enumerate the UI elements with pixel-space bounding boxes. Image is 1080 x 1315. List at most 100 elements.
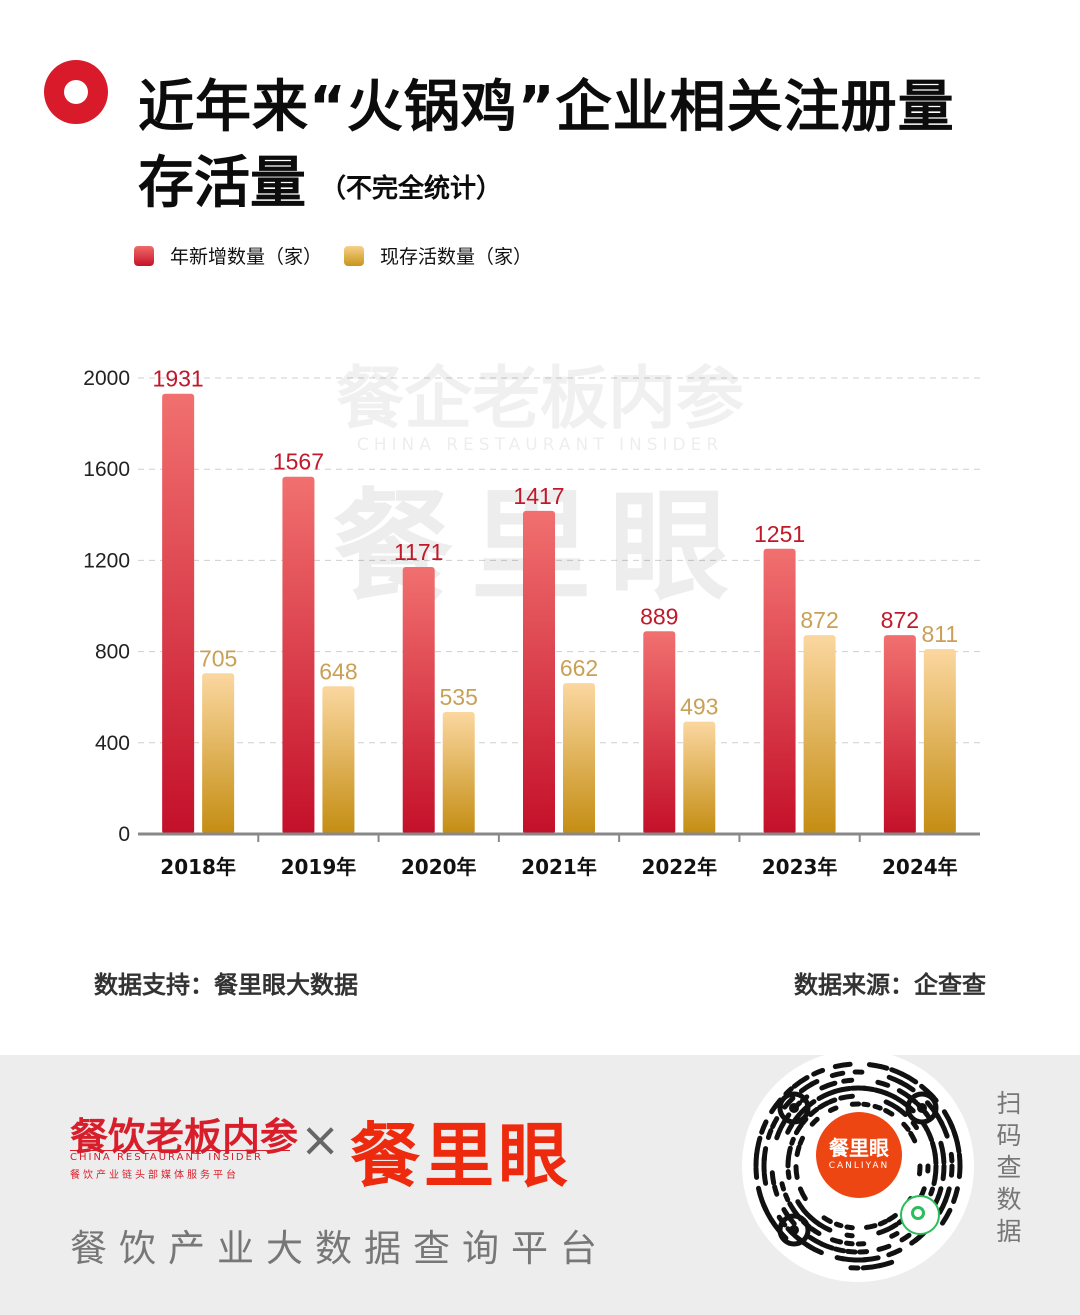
qr-segment (808, 1079, 820, 1088)
qr-segment (935, 1186, 944, 1201)
qr-center-cn: 餐里眼 (829, 1136, 889, 1160)
qr-segment (817, 1100, 831, 1110)
qr-segment (756, 1185, 765, 1203)
x-tick-label: 2019年 (281, 855, 357, 879)
title-circle-icon (44, 60, 108, 124)
legend-swatch-gold (344, 245, 365, 266)
legend-label-new: 年新增数量（家） (170, 246, 323, 268)
qr-segment (875, 1079, 891, 1088)
qr-segment (899, 1232, 912, 1243)
y-tick-label: 1600 (83, 458, 130, 481)
brand-tagline: 餐饮产业链头部媒体服务平台 (70, 1170, 239, 1181)
brand-logo-cn: 餐饮老板内参 (70, 1114, 299, 1159)
qr-segment (931, 1175, 938, 1187)
bar-alive (683, 721, 716, 834)
qr-center-logo: 餐里眼 CANLIYAN (816, 1112, 902, 1198)
data-label-new: 1251 (754, 521, 805, 547)
x-tick-label: 2024年 (882, 855, 958, 879)
qr-segment (948, 1151, 955, 1164)
qr-segment (793, 1122, 804, 1136)
qr-segment (951, 1186, 960, 1204)
qr-segment (800, 1207, 814, 1220)
data-label-new: 1417 (513, 483, 564, 509)
qr-segment (838, 1093, 855, 1101)
qr-segment (894, 1096, 909, 1107)
qr-segment (829, 1070, 846, 1079)
chart-legend: 年新增数量（家） 现存活数量（家） (134, 242, 532, 269)
x-tick-label: 2021年 (521, 855, 597, 879)
qr-segment (770, 1116, 780, 1130)
bar-new (162, 393, 195, 834)
data-label-alive: 493 (680, 694, 718, 720)
qr-center-en: CANLIYAN (828, 1161, 890, 1171)
bar-new (643, 631, 676, 834)
qr-segment (883, 1099, 898, 1110)
qr-segment (769, 1170, 777, 1186)
qr-segment (861, 1101, 871, 1108)
qr-segment (765, 1128, 774, 1140)
partner-logo: 餐里眼 (350, 1115, 572, 1197)
bar-new (523, 510, 555, 834)
qr-segment (932, 1151, 939, 1166)
qr-segment (886, 1247, 903, 1258)
qr-segment (785, 1153, 792, 1169)
qr-segment (878, 1064, 890, 1071)
qr-segment (832, 1061, 853, 1070)
qr-segment (791, 1075, 810, 1089)
data-label-alive: 662 (560, 655, 598, 681)
cross-symbol: × (300, 1112, 341, 1168)
qr-segment (844, 1232, 855, 1239)
qr-segment (834, 1255, 847, 1262)
qr-code[interactable] (742, 1050, 974, 1282)
qr-segment (829, 1237, 844, 1245)
qr-segment (774, 1126, 783, 1141)
qr-segment (754, 1135, 763, 1158)
data-source-note: 数据来源：企查查 (794, 971, 986, 999)
qr-segment (893, 1104, 908, 1117)
qr-segment (886, 1213, 898, 1223)
title-note: （不完全统计） (320, 174, 503, 205)
qr-segment (786, 1145, 793, 1157)
qr-segment (833, 1221, 844, 1229)
qr-segment (937, 1197, 949, 1215)
qr-segment (779, 1181, 786, 1192)
qr-segment (759, 1119, 769, 1135)
qr-segment (940, 1152, 947, 1165)
bar-alive (202, 673, 235, 834)
bar-alive (803, 635, 836, 834)
qr-segment (940, 1163, 947, 1182)
qr-finder-dot (789, 1103, 799, 1113)
page-title: 近年来“火锅鸡”企业相关注册量 (138, 75, 955, 140)
qr-segment (877, 1219, 889, 1227)
qr-segment (821, 1215, 833, 1224)
qr-segment (809, 1116, 820, 1127)
y-tick-label: 400 (95, 732, 130, 755)
y-tick-label: 0 (118, 823, 130, 846)
qr-segment (910, 1120, 919, 1131)
qr-finder-dot (917, 1103, 927, 1113)
data-label-alive: 535 (440, 684, 478, 710)
qr-segment (925, 1129, 934, 1143)
bar-new (883, 635, 916, 834)
qr-segment (795, 1199, 806, 1212)
qr-segment (909, 1234, 922, 1246)
qr-segment (872, 1103, 883, 1111)
qr-segment (883, 1108, 895, 1117)
x-tick-label: 2022年 (641, 855, 717, 879)
qr-segment (956, 1152, 963, 1171)
qr-segment (864, 1223, 878, 1230)
qr-segment (833, 1246, 847, 1254)
platform-slogan: 餐饮产业大数据查询平台 (70, 1227, 609, 1270)
qr-segment (827, 1105, 839, 1113)
qr-segment (809, 1226, 822, 1236)
page-title-line2: 存活量 （不完全统计） (138, 138, 502, 219)
qr-finder-ring (777, 1091, 811, 1125)
data-label-new: 889 (640, 603, 678, 629)
qr-segment (794, 1144, 802, 1158)
legend-item-alive: 现存活数量（家） (344, 242, 532, 269)
qr-segment (787, 1201, 797, 1213)
qr-segment (783, 1192, 791, 1203)
qr-segment (781, 1207, 790, 1218)
qr-segment (785, 1122, 795, 1135)
